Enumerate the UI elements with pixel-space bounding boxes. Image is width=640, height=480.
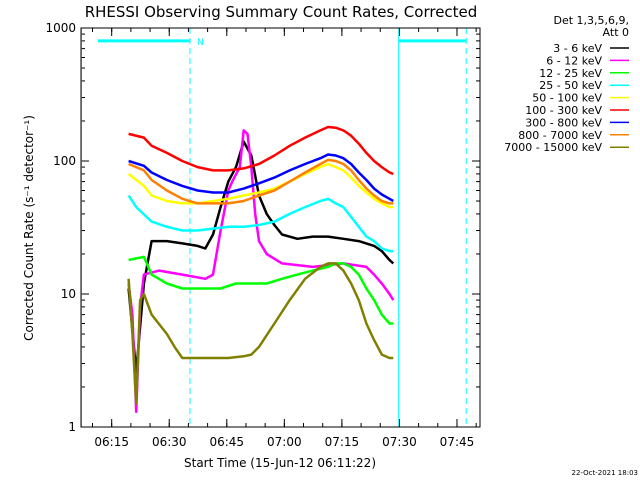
y-tick-label: 1000 [45, 21, 76, 35]
legend-label: 800 - 7000 keV [518, 129, 602, 142]
series-line [128, 153, 394, 203]
y-tick-label: 1 [68, 420, 76, 434]
x-axis: 06:15 06:30 06:45 07:00 07:15 07:30 07:45 Star… [92, 28, 477, 470]
series-line [127, 140, 395, 374]
legend-label: 6 - 12 keV [546, 54, 602, 67]
legend-label: 100 - 300 keV [525, 104, 602, 117]
plot-frame [80, 27, 481, 428]
series-line [127, 262, 394, 405]
x-tick-label: 07:45 [440, 435, 475, 449]
time-marker-label: N [197, 38, 204, 48]
y-ticks: 1 10 100 1000 [45, 21, 480, 434]
y-tick-label: 100 [53, 154, 76, 168]
y-axis-label: Corrected Count Rate (s⁻¹ detector⁻¹) [22, 115, 36, 341]
series-line [127, 129, 395, 414]
plot-marks: N [80, 28, 467, 427]
date-stamp: 22-Oct-2021 18:03 [572, 469, 638, 477]
x-ticks: 06:15 06:30 06:45 07:00 07:15 07:30 07:45 [92, 28, 477, 449]
legend-header-line-1: Det 1,3,5,6,9, [553, 14, 629, 27]
x-axis-label: Start Time (15-Jun-12 06:11:22) [184, 456, 376, 470]
x-tick-label: 06:45 [209, 435, 244, 449]
series-line [128, 158, 394, 205]
y-tick-label: 10 [61, 287, 76, 301]
chart-title: RHESSI Observing Summary Count Rates, Co… [85, 3, 478, 21]
y-axis: Corrected Count Rate (s⁻¹ detector⁻¹) 11… [22, 21, 480, 434]
legend-label: 300 - 800 keV [525, 116, 602, 129]
series-line [127, 194, 394, 253]
x-tick-label: 07:30 [382, 435, 417, 449]
legend-label: 12 - 25 keV [539, 67, 602, 80]
legend-label: 50 - 100 keV [532, 92, 602, 105]
x-tick-label: 07:00 [267, 435, 302, 449]
legend-label: 3 - 6 keV [553, 42, 602, 55]
x-tick-label: 06:30 [152, 435, 187, 449]
series-line [128, 255, 394, 325]
legend-label: 7000 - 15000 keV [504, 141, 602, 154]
x-tick-label: 07:15 [325, 435, 360, 449]
x-tick-label: 06:15 [94, 435, 129, 449]
legend-header-line-2: Att 0 [603, 26, 629, 39]
legend-label: 25 - 50 keV [539, 79, 602, 92]
series-line [128, 125, 394, 176]
